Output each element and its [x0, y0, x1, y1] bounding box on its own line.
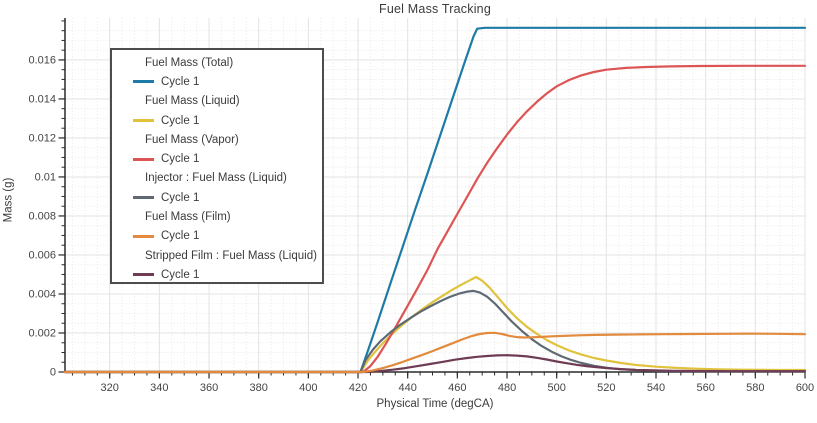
y-tick-label: 0.008 [28, 210, 56, 222]
x-tick-label: 500 [547, 382, 565, 394]
y-axis-title: Mass (g) [2, 177, 15, 223]
x-tick-label: 320 [101, 382, 119, 394]
y-tick-label: 0.014 [28, 93, 56, 105]
x-tick-label: 460 [448, 382, 466, 394]
x-tick-label: 480 [498, 382, 516, 394]
chart-title: Fuel Mass Tracking [379, 2, 491, 16]
series-line-injector-fuel-mass-liquid [63, 289, 807, 374]
legend-series-name-fuel-mass-film: Fuel Mass (Film) [145, 211, 231, 224]
x-tick-label: 440 [399, 382, 417, 394]
y-tick-label: 0 [50, 367, 56, 379]
series-line-fuel-mass-total [63, 26, 807, 374]
legend-cycle-label: Cycle 1 [161, 114, 200, 127]
legend-cycle-row-fuel-mass-total: Cycle 1 [112, 72, 322, 91]
y-tick-label: 0.002 [28, 327, 56, 339]
x-tick-label: 360 [200, 382, 218, 394]
legend-cycle-row-fuel-mass-liquid: Cycle 1 [112, 111, 322, 130]
series-line-stripped-film-fuel-mass-liquid [63, 354, 807, 374]
legend: Fuel Mass (Total) Cycle 1 Fuel Mass (Liqui… [110, 48, 324, 284]
y-tick-label: 0.004 [28, 288, 56, 300]
legend-cycle-row-injector-fuel-mass-liquid: Cycle 1 [112, 188, 322, 207]
legend-series-name-fuel-mass-liquid: Fuel Mass (Liquid) [145, 95, 240, 108]
x-tick-label: 340 [150, 382, 168, 394]
legend-swatch-injector-fuel-mass-liquid [133, 196, 154, 200]
x-tick-label: 560 [696, 382, 714, 394]
y-tick-label: 0.012 [28, 132, 56, 144]
x-tick-label: 580 [746, 382, 764, 394]
y-tick-label: 0.016 [28, 54, 56, 66]
series-line-fuel-mass-film [63, 331, 807, 374]
legend-cycle-row-stripped-film-fuel-mass-liquid: Cycle 1 [112, 265, 322, 284]
legend-cycle-row-fuel-mass-vapor: Cycle 1 [112, 149, 322, 168]
legend-series-name-fuel-mass-vapor: Fuel Mass (Vapor) [145, 133, 239, 146]
legend-cycle-label: Cycle 1 [161, 230, 200, 243]
legend-swatch-fuel-mass-vapor [133, 157, 154, 161]
x-tick-label: 420 [349, 382, 367, 394]
legend-swatch-fuel-mass-film [133, 234, 154, 238]
x-tick-label: 600 [796, 382, 814, 394]
legend-swatch-fuel-mass-liquid [133, 119, 154, 123]
x-tick-label: 380 [250, 382, 268, 394]
y-axis-title-column: Mass (g) [0, 0, 17, 400]
legend-cycle-label: Cycle 1 [161, 153, 200, 166]
x-tick-label: 540 [647, 382, 665, 394]
y-tick-label: 0.01 [35, 171, 56, 183]
legend-series-name-injector-fuel-mass-liquid: Injector : Fuel Mass (Liquid) [145, 172, 287, 185]
legend-cycle-row-fuel-mass-film: Cycle 1 [112, 227, 322, 246]
x-tick-label: 400 [299, 382, 317, 394]
legend-swatch-fuel-mass-total [133, 80, 154, 84]
y-tick-label: 0.006 [28, 249, 56, 261]
legend-cycle-label: Cycle 1 [161, 268, 200, 281]
x-tick-label: 520 [597, 382, 615, 394]
legend-cycle-label: Cycle 1 [161, 75, 200, 88]
x-axis-title: Physical Time (degCA) [376, 398, 494, 410]
legend-swatch-stripped-film-fuel-mass-liquid [133, 273, 154, 277]
legend-series-name-fuel-mass-total: Fuel Mass (Total) [145, 56, 234, 69]
legend-cycle-label: Cycle 1 [161, 191, 200, 204]
series-line-fuel-mass-liquid [63, 275, 807, 374]
legend-series-name-stripped-film-fuel-mass-liquid: Stripped Film : Fuel Mass (Liquid) [145, 249, 317, 262]
